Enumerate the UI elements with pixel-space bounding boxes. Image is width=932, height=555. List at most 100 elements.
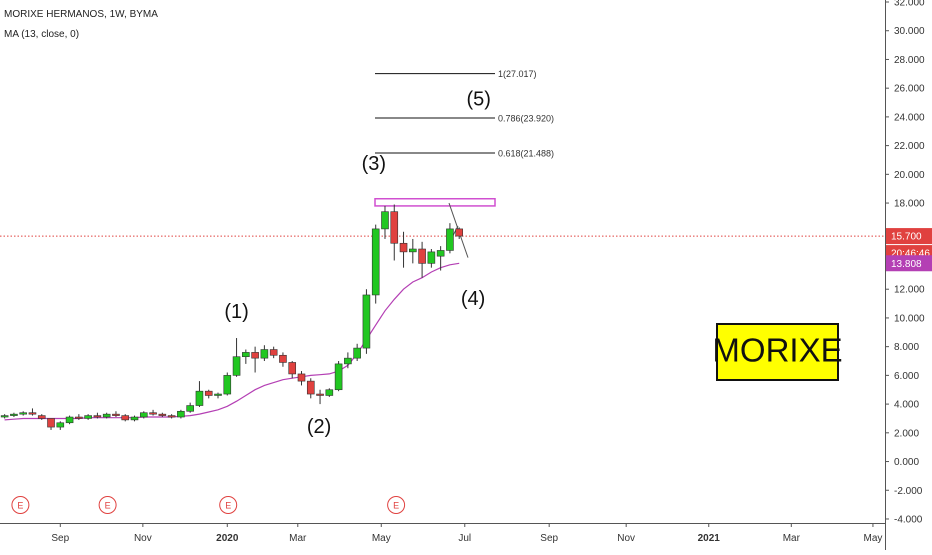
x-tick-label: Sep [540, 533, 558, 544]
y-tick-label: -2.000 [894, 486, 923, 497]
y-tick-label: 18.000 [894, 199, 925, 210]
earnings-label: E [105, 501, 111, 511]
candle-body [297, 373, 306, 382]
fib-label: 1(27.017) [498, 69, 537, 79]
candle-body [28, 412, 37, 415]
candle-body [334, 363, 343, 391]
earnings-label: E [225, 501, 231, 511]
candle-body [186, 405, 194, 412]
candle-body [158, 413, 167, 416]
earnings-circle [219, 496, 238, 514]
candle-body [288, 362, 297, 375]
y-tick-label: 2.000 [894, 428, 919, 439]
candle-body [195, 390, 204, 406]
y-tick-label: 24.000 [894, 112, 925, 123]
candle-body [139, 412, 148, 418]
wave-label: (1) [224, 301, 248, 323]
candle-body [269, 349, 278, 356]
earnings-label: E [393, 501, 399, 511]
candle-body [409, 248, 417, 253]
candle-body [381, 211, 389, 230]
candle-body [316, 393, 324, 396]
y-tick-label: 6.000 [894, 371, 919, 382]
y-tick-label: 20.000 [894, 170, 925, 181]
candle-body [362, 294, 371, 349]
candle-body [418, 248, 426, 264]
candle-body [427, 251, 436, 264]
x-tick-label: 2021 [698, 533, 721, 544]
candle-body [112, 413, 120, 416]
y-tick-label: 30.000 [894, 26, 925, 37]
x-tick-label: Jul [458, 533, 471, 544]
candle-body [65, 416, 74, 424]
candle-body [390, 211, 399, 244]
candle-body [251, 352, 259, 359]
candle-body [75, 416, 83, 419]
candle-body [399, 242, 408, 253]
candle-body [344, 357, 352, 365]
x-tick-label: Nov [134, 533, 152, 544]
last-price-label-box [886, 228, 932, 245]
wave-label: (3) [362, 153, 386, 175]
earnings-circle [11, 496, 30, 514]
y-tick-label: -4.000 [894, 514, 923, 525]
earnings-marker: E [219, 496, 238, 514]
candle-body [325, 389, 334, 396]
candle-body [204, 390, 213, 396]
earnings-marker: E [98, 496, 117, 514]
y-tick-label: 8.000 [894, 342, 919, 353]
y-tick-label: 26.000 [894, 84, 925, 95]
y-tick-label: 12.000 [894, 285, 925, 296]
earnings-circle [387, 496, 406, 514]
y-tick-label: 10.000 [894, 313, 925, 324]
x-tick-label: Mar [783, 533, 801, 544]
candle-body [455, 228, 463, 237]
earnings-marker: E [387, 496, 406, 514]
candle-body [121, 415, 130, 421]
ma-last-label: 13.808 [891, 259, 922, 270]
y-tick-label: 28.000 [894, 55, 925, 66]
resistance-box [374, 197, 496, 207]
x-tick-label: Sep [51, 533, 69, 544]
candle-body [84, 415, 92, 419]
candle-body [436, 250, 445, 257]
fib-label: 0.618(21.488) [498, 148, 554, 158]
x-tick-label: Nov [617, 533, 635, 544]
x-tick-label: May [372, 533, 391, 544]
candle-body [56, 422, 65, 428]
candle-body [353, 347, 361, 359]
candle-body [93, 415, 102, 418]
wave-label: (4) [461, 288, 485, 310]
ma-last-label-box [886, 255, 932, 272]
earnings-marker: E [11, 496, 30, 514]
candle-body [260, 349, 269, 359]
candle-body [214, 393, 222, 396]
candle-body [306, 380, 315, 395]
wave-label: (5) [466, 88, 490, 110]
candle-body [177, 410, 185, 418]
candle-body [37, 415, 46, 419]
chart-title: MORIXE HERMANOS, 1W, BYMA [4, 9, 158, 20]
candle-body [446, 228, 454, 251]
earnings-label: E [17, 501, 23, 511]
watermark-box [716, 323, 839, 381]
earnings-circle [98, 496, 117, 514]
last-price-label: 15.700 [891, 232, 922, 243]
candle-body [19, 412, 27, 415]
y-tick-label: 4.000 [894, 400, 919, 411]
candle-body [167, 415, 176, 418]
indicator-label: MA (13, close, 0) [4, 29, 79, 40]
candle-body [242, 352, 250, 358]
candle-body [279, 354, 287, 363]
candle-body [149, 412, 157, 415]
candle-body [223, 375, 232, 395]
y-tick-label: 22.000 [894, 141, 925, 152]
candle-body [0, 415, 9, 418]
fib-label: 0.786(23.920) [498, 114, 554, 124]
y-tick-label: 32.000 [894, 0, 925, 9]
candle-body [10, 413, 18, 416]
candle-body [371, 228, 380, 296]
wave-label: (2) [307, 416, 331, 438]
y-tick-label: 0.000 [894, 457, 919, 468]
